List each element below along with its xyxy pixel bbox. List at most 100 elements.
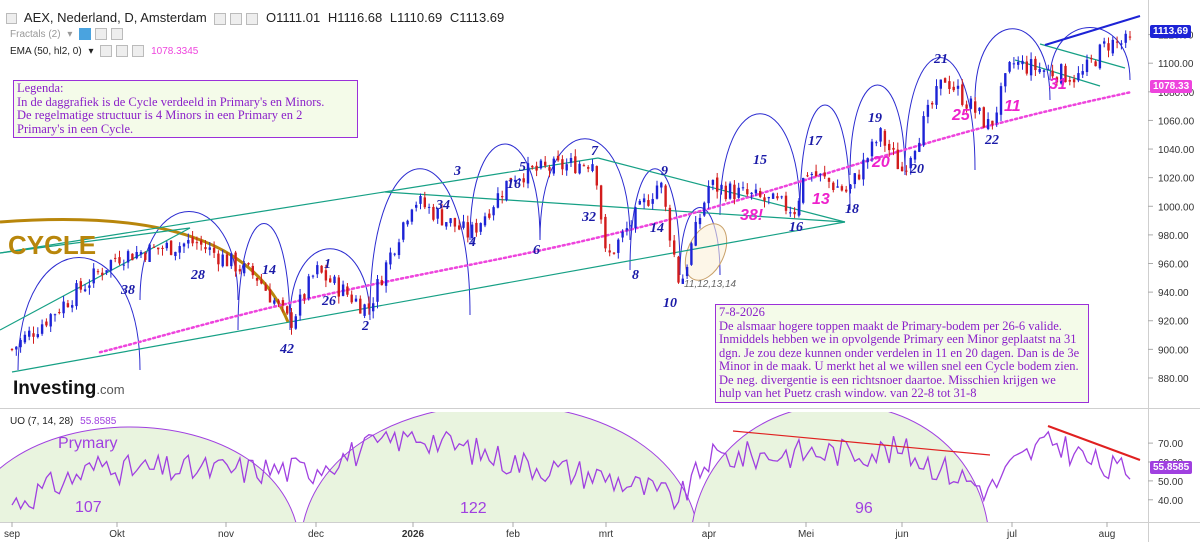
- candle-body: [208, 247, 211, 250]
- candle-body: [698, 217, 702, 225]
- ema-value: 1078.3345: [151, 45, 199, 57]
- settings-icon[interactable]: [230, 12, 243, 25]
- candle-body: [118, 257, 121, 264]
- candle-body: [1012, 63, 1016, 65]
- primary-arc: [0, 426, 296, 522]
- candle-body: [492, 207, 495, 216]
- candle-body: [488, 213, 491, 218]
- candle-body: [28, 330, 31, 337]
- candle-body: [587, 167, 590, 169]
- close-icon[interactable]: [111, 28, 124, 40]
- symbol-header: AEX, Nederland, D, Amsterdam O1111.01 H1…: [6, 10, 508, 25]
- candle-body: [273, 300, 276, 304]
- candle-body: [341, 284, 345, 296]
- candle-body: [866, 158, 869, 163]
- candle-body: [694, 221, 697, 246]
- candle-body: [565, 164, 568, 171]
- candle-body: [496, 193, 500, 208]
- channel-line: [11, 221, 846, 373]
- magenta-number-label: 11: [1004, 98, 1021, 115]
- candle-body: [771, 193, 775, 199]
- candle-body: [238, 269, 242, 272]
- eye-icon[interactable]: [214, 12, 227, 25]
- candle-body: [561, 159, 564, 170]
- candle-body: [501, 196, 504, 198]
- candle-body: [832, 182, 835, 191]
- candle-body: [157, 247, 160, 250]
- candle-body: [389, 252, 392, 265]
- minor-arc: [289, 248, 371, 321]
- candle-body: [823, 172, 826, 177]
- candle-body: [1047, 68, 1050, 70]
- candle-body: [943, 78, 947, 83]
- candle-body: [720, 184, 723, 190]
- minor-number-label: 14: [262, 263, 276, 278]
- fractals-label: Fractals (2): [10, 28, 61, 40]
- settings-icon[interactable]: [116, 45, 129, 57]
- candle-body: [419, 196, 422, 204]
- candle-body: [926, 104, 930, 117]
- candle-body: [32, 333, 35, 337]
- candle-body: [948, 81, 951, 89]
- comment-line: hulp van het Puetz crash window. van 22-…: [719, 386, 977, 400]
- candle-body: [1060, 64, 1063, 84]
- minor-number-label: 26: [321, 294, 336, 309]
- candle-body: [703, 202, 706, 216]
- candle-body: [316, 265, 319, 275]
- collapse-icon[interactable]: [6, 13, 17, 25]
- close-icon[interactable]: [132, 45, 145, 57]
- candle-body: [372, 303, 375, 312]
- ema-line: [98, 91, 1132, 354]
- candle-body: [131, 253, 134, 261]
- candle-body: [1124, 33, 1127, 43]
- candle-body: [303, 294, 306, 299]
- candle-body: [230, 253, 233, 267]
- minor-number-label: 1: [324, 257, 331, 272]
- candle-body: [746, 189, 749, 195]
- candle-body: [53, 314, 57, 316]
- close-icon[interactable]: [246, 12, 259, 25]
- minor-number-label: 42: [279, 342, 294, 357]
- candle-body: [83, 289, 87, 292]
- minor-number-label: 16: [507, 177, 521, 192]
- candle-body: [217, 253, 220, 265]
- candle-body: [277, 300, 280, 303]
- candle-body: [647, 200, 650, 206]
- eye-icon[interactable]: [100, 45, 113, 57]
- candle-body: [58, 312, 61, 314]
- candle-body: [505, 180, 508, 201]
- legend-box: Legenda: In de daggrafiek is de Cycle ve…: [13, 80, 358, 138]
- candle-body: [1025, 61, 1028, 74]
- candle-body: [337, 277, 340, 297]
- settings-icon[interactable]: [95, 28, 108, 40]
- chevron-down-icon[interactable]: ▾: [88, 45, 94, 57]
- candle-body: [741, 187, 745, 189]
- minor-arc: [629, 168, 681, 271]
- candle-body: [225, 254, 229, 267]
- candle-body: [853, 173, 856, 185]
- comment-line: dgn. Je zou deze kunnen onder verdelen i…: [719, 345, 1080, 360]
- candle-body: [518, 178, 521, 181]
- price-tick-label: 1060.00: [1158, 116, 1195, 127]
- candle-body: [531, 165, 534, 168]
- candle-body: [182, 243, 186, 247]
- candle-body: [92, 268, 95, 284]
- eye-icon[interactable]: [79, 28, 92, 40]
- minor-number-label: 17: [808, 134, 823, 149]
- candle-body: [630, 225, 633, 227]
- candle-body: [49, 314, 52, 327]
- candle-body: [956, 85, 960, 89]
- minor-number-label: 14: [650, 221, 664, 236]
- price-tick-label: 960.00: [1158, 260, 1189, 271]
- candle-body: [139, 252, 143, 255]
- logo-main: Investing: [13, 378, 97, 399]
- candle-body: [840, 186, 844, 191]
- price-tick-label: 1100.00: [1158, 59, 1194, 70]
- candle-body: [1120, 43, 1123, 45]
- chevron-down-icon[interactable]: ▾: [67, 28, 73, 40]
- candle-body: [728, 183, 732, 199]
- candle-body: [483, 216, 487, 226]
- candle-body: [711, 179, 715, 185]
- candle-body: [582, 165, 586, 167]
